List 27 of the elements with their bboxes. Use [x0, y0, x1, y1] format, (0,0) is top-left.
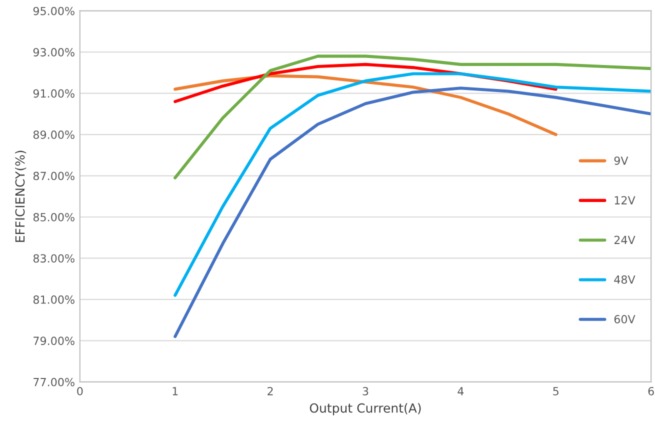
y-tick-label: 93.00%: [33, 48, 74, 56]
y-tick-label: 89.00%: [33, 130, 74, 139]
legend-label: 60V: [614, 315, 636, 324]
line-series: [174, 72, 652, 297]
x-tick-label: 5: [553, 387, 558, 396]
line-series: [174, 54, 652, 180]
y-tick-label: 79.00%: [34, 336, 74, 346]
x-tick-label: 6: [648, 386, 654, 396]
y-tick-label: 91.00%: [33, 89, 74, 98]
y-tick-label: 87.00%: [33, 172, 74, 180]
legend-label: 24V: [614, 236, 636, 244]
x-tick-label: 1: [172, 387, 178, 396]
x-tick-label: 2: [268, 386, 273, 396]
legend-label: 9V: [614, 156, 628, 165]
y-tick-label: 85.00%: [33, 212, 74, 222]
y-tick-label: 95.00%: [33, 6, 74, 16]
legend-label: 48V: [614, 275, 636, 284]
y-axis-title: EFFICIENCY(%): [15, 150, 26, 242]
y-tick-label: 83.00%: [33, 254, 74, 263]
x-tick-label: 4: [458, 387, 464, 396]
line-series: [174, 86, 652, 338]
x-tick-label: 3: [362, 386, 368, 396]
x-axis-title: Output Current(A): [310, 403, 421, 416]
legend-label: 12V: [614, 196, 636, 204]
y-tick-label: 77.00%: [34, 378, 74, 386]
x-tick-label: 0: [77, 386, 83, 396]
y-tick-label: 81.00%: [33, 295, 74, 304]
